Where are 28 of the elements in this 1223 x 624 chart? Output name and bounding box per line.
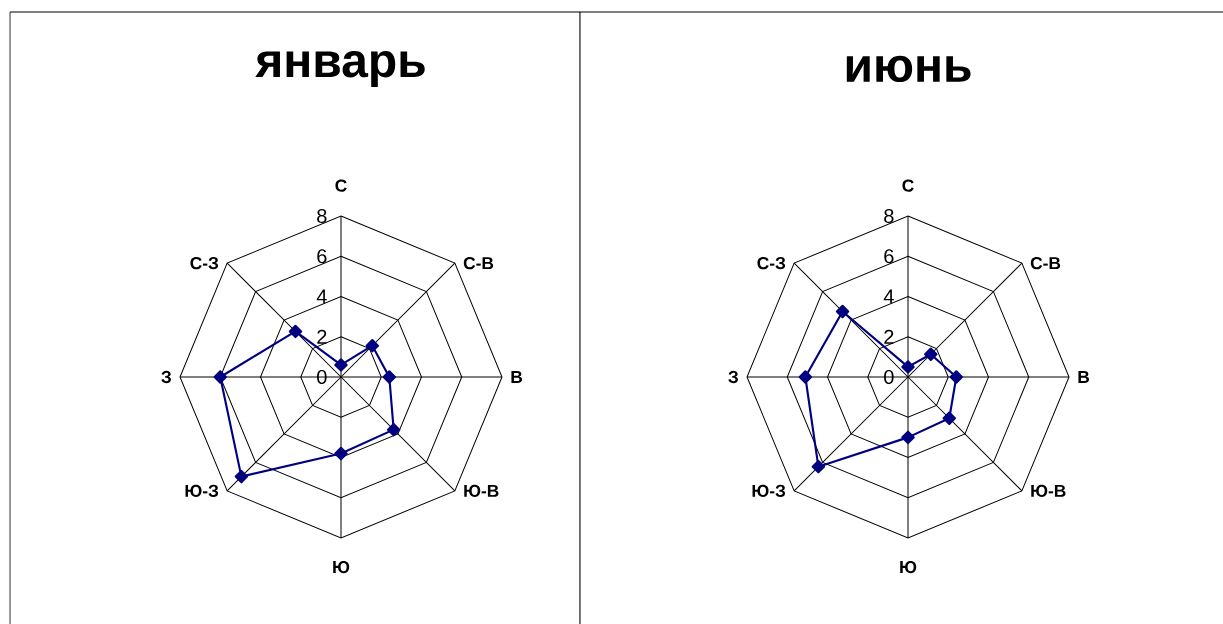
y-tick-label: 2 xyxy=(317,329,327,344)
spoke-label: С xyxy=(902,179,914,192)
chart-title: январь xyxy=(255,51,425,87)
spoke-label: Ю-З xyxy=(185,484,219,497)
spoke-label: С-В xyxy=(463,257,494,270)
spoke-label: Ю-В xyxy=(1031,484,1066,497)
chart-title: июнь xyxy=(846,55,971,83)
y-tick-label: 0 xyxy=(884,369,894,385)
y-tick-label: 0 xyxy=(317,369,327,385)
y-tick-label: 4 xyxy=(883,289,894,304)
y-tick-label: 8 xyxy=(884,208,894,224)
y-tick-label: 8 xyxy=(317,208,327,224)
spoke-label: С-З xyxy=(757,257,786,270)
spoke-label: В xyxy=(1078,371,1090,383)
spoke-label: В xyxy=(511,371,523,383)
spoke-label: С-В xyxy=(1030,257,1061,270)
y-tick-label: 4 xyxy=(316,289,327,304)
y-tick-label: 2 xyxy=(884,329,894,344)
y-tick-label: 6 xyxy=(317,249,327,264)
spoke-label: С xyxy=(335,179,347,192)
spoke-label: З xyxy=(728,370,738,384)
y-tick-label: 6 xyxy=(884,249,894,264)
spoke-label: Ю-В xyxy=(464,484,499,497)
spoke-label: С-З xyxy=(190,257,219,270)
spoke-label: З xyxy=(161,370,171,384)
spoke-label: Ю xyxy=(900,560,917,574)
spoke-label: Ю-З xyxy=(752,484,786,497)
spoke-label: Ю xyxy=(333,560,350,574)
